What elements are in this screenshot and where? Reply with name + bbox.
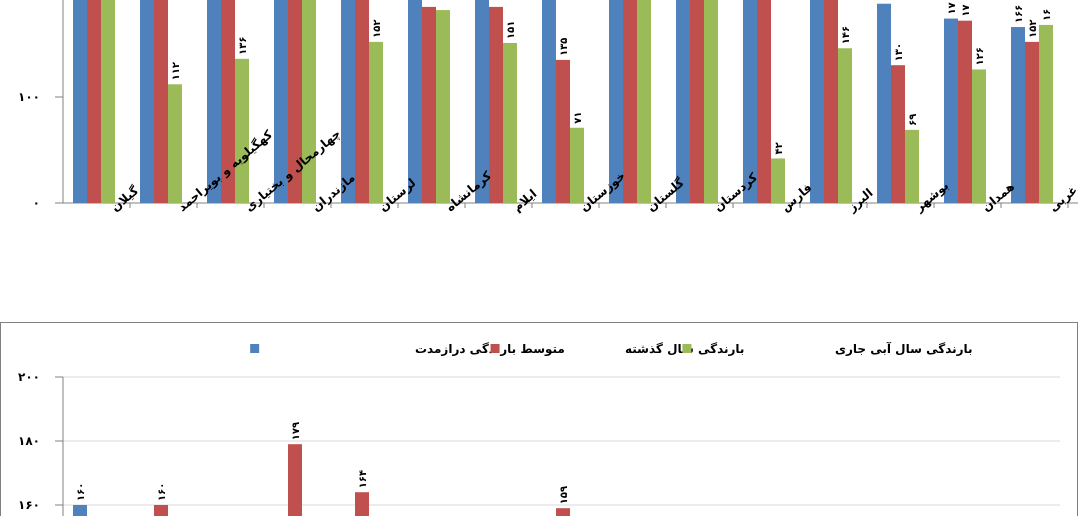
top-bar-series-3	[369, 41, 383, 203]
top-bar-series-3	[570, 127, 584, 203]
top-bar-series-2	[824, 0, 838, 203]
top-bar-series-1	[341, 0, 355, 203]
top-bar-series-1	[274, 0, 288, 203]
top-bar-series-1	[676, 0, 690, 203]
top-data-label: ۱۷	[947, 2, 958, 14]
top-bar-series-2	[87, 0, 101, 203]
bottom-y-tick-label: ۲۰۰	[18, 370, 40, 384]
top-bar-series-1	[73, 0, 87, 203]
top-bar-series-2	[422, 6, 436, 204]
top-bar-series-3	[1039, 24, 1053, 204]
bottom-data-label: ۱۶۴	[358, 470, 369, 488]
top-bar-series-3	[838, 48, 852, 203]
top-data-label: ۱۳۶	[238, 37, 249, 55]
top-data-label: ۱۳۰	[894, 43, 905, 61]
bottom-bar-series-2	[288, 444, 302, 516]
top-bar-series-1	[408, 0, 422, 203]
legend-label-series-3: بارندگی سال آبی جاری	[835, 341, 973, 356]
top-bar-series-2	[221, 0, 235, 203]
bottom-data-label: ۱۶۰	[76, 483, 87, 501]
top-bar-series-2	[288, 0, 302, 203]
top-chart-panel: ۰ ۱۰۰ ۱۷ ۱۶۶ ۱۳۵ ۱۳۰ ۱۷ ۱۵۲ ۱۱۲ ۱۳۶ ۱۵۲ ۱۵۱ ۷۱ ۴۲ ۱۴۶ ۶…	[18, 0, 1078, 216]
bottom-data-label: ۱۵۹	[559, 486, 570, 504]
top-bar-series-1	[1011, 27, 1025, 204]
top-data-label: ۱۵۲	[1028, 20, 1039, 38]
top-data-label: ۱۴۶	[841, 26, 852, 44]
bottom-y-tick-label: ۱۸۰	[18, 434, 40, 448]
top-bar-series-1	[609, 0, 623, 203]
top-y-tick-label: ۰	[33, 196, 40, 210]
bottom-bar-series-1	[73, 505, 87, 516]
top-bar-series-3	[637, 0, 651, 203]
top-bar-series-1	[475, 0, 489, 203]
top-bar-series-2	[355, 0, 369, 203]
bottom-data-label: ۱۷۹	[291, 422, 302, 440]
bottom-data-label: ۱۶۰	[157, 483, 168, 501]
top-bar-series-2	[757, 0, 771, 203]
top-bar-series-1	[542, 0, 556, 203]
legend-swatch-series-2	[490, 344, 500, 353]
top-data-label: ۱۳۵	[559, 38, 570, 56]
top-data-label: ۱۲۶	[975, 47, 986, 65]
top-bar-series-1	[207, 0, 221, 203]
chart-legend: متوسط بارندگی درازمدت بارندگی سال گذشته با…	[250, 341, 973, 357]
top-data-label: ۶۹	[908, 114, 919, 126]
bottom-bar-series-2	[355, 492, 369, 516]
top-bar-series-2	[690, 0, 704, 203]
legend-label-series-1: متوسط بارندگی درازمدت	[415, 342, 565, 357]
top-bar-series-3	[704, 0, 718, 203]
top-bar-series-3	[168, 84, 182, 203]
top-bar-series-2	[623, 0, 637, 203]
top-bar-series-2	[958, 20, 972, 204]
top-bar-series-3	[972, 69, 986, 203]
top-bar-series-2	[891, 65, 905, 203]
top-data-label: ۱۶	[1042, 9, 1053, 21]
legend-swatch-series-3	[682, 344, 692, 353]
top-bar-series-2	[556, 59, 570, 204]
top-data-label: ۷۱	[573, 112, 584, 124]
bottom-chart-panel: ۲۰۰ ۱۸۰ ۱۶۰ ۱۶۰ ۱۶۰ ۱۷۹ ۱۶۴ ۱۵۹	[18, 370, 1060, 516]
bottom-y-tick-label: ۱۶۰	[18, 498, 40, 512]
top-data-label: ۱۵۲	[372, 20, 383, 38]
top-bar-series-2	[1025, 41, 1039, 203]
top-bar-series-3	[771, 158, 785, 203]
top-bar-series-2	[154, 0, 168, 203]
top-bar-series-1	[743, 0, 757, 203]
top-bar-series-3	[235, 58, 249, 204]
top-bar-series-1	[810, 0, 824, 203]
top-data-label: ۱۵۱	[506, 21, 517, 39]
top-bar-series-3	[436, 10, 450, 203]
top-bar-series-1	[944, 18, 958, 204]
bottom-bar-series-2	[154, 505, 168, 516]
top-bar-series-3	[302, 0, 316, 203]
top-bar-series-3	[101, 0, 115, 203]
top-bar-series-2	[489, 6, 503, 204]
top-data-label: ۴۲	[774, 142, 785, 154]
top-y-tick-label: ۱۰۰	[18, 90, 40, 104]
top-data-label: ۱۷	[961, 4, 972, 16]
legend-swatch-series-1	[250, 344, 260, 353]
top-bar-series-3	[905, 129, 919, 203]
top-bar-series-3	[503, 42, 517, 203]
top-bar-series-1	[877, 3, 891, 203]
top-bar-series-1	[140, 0, 154, 203]
bottom-bar-series-2	[556, 508, 570, 516]
top-data-label: ۱۱۲	[171, 62, 182, 80]
top-data-label: ۱۶۶	[1014, 5, 1025, 23]
